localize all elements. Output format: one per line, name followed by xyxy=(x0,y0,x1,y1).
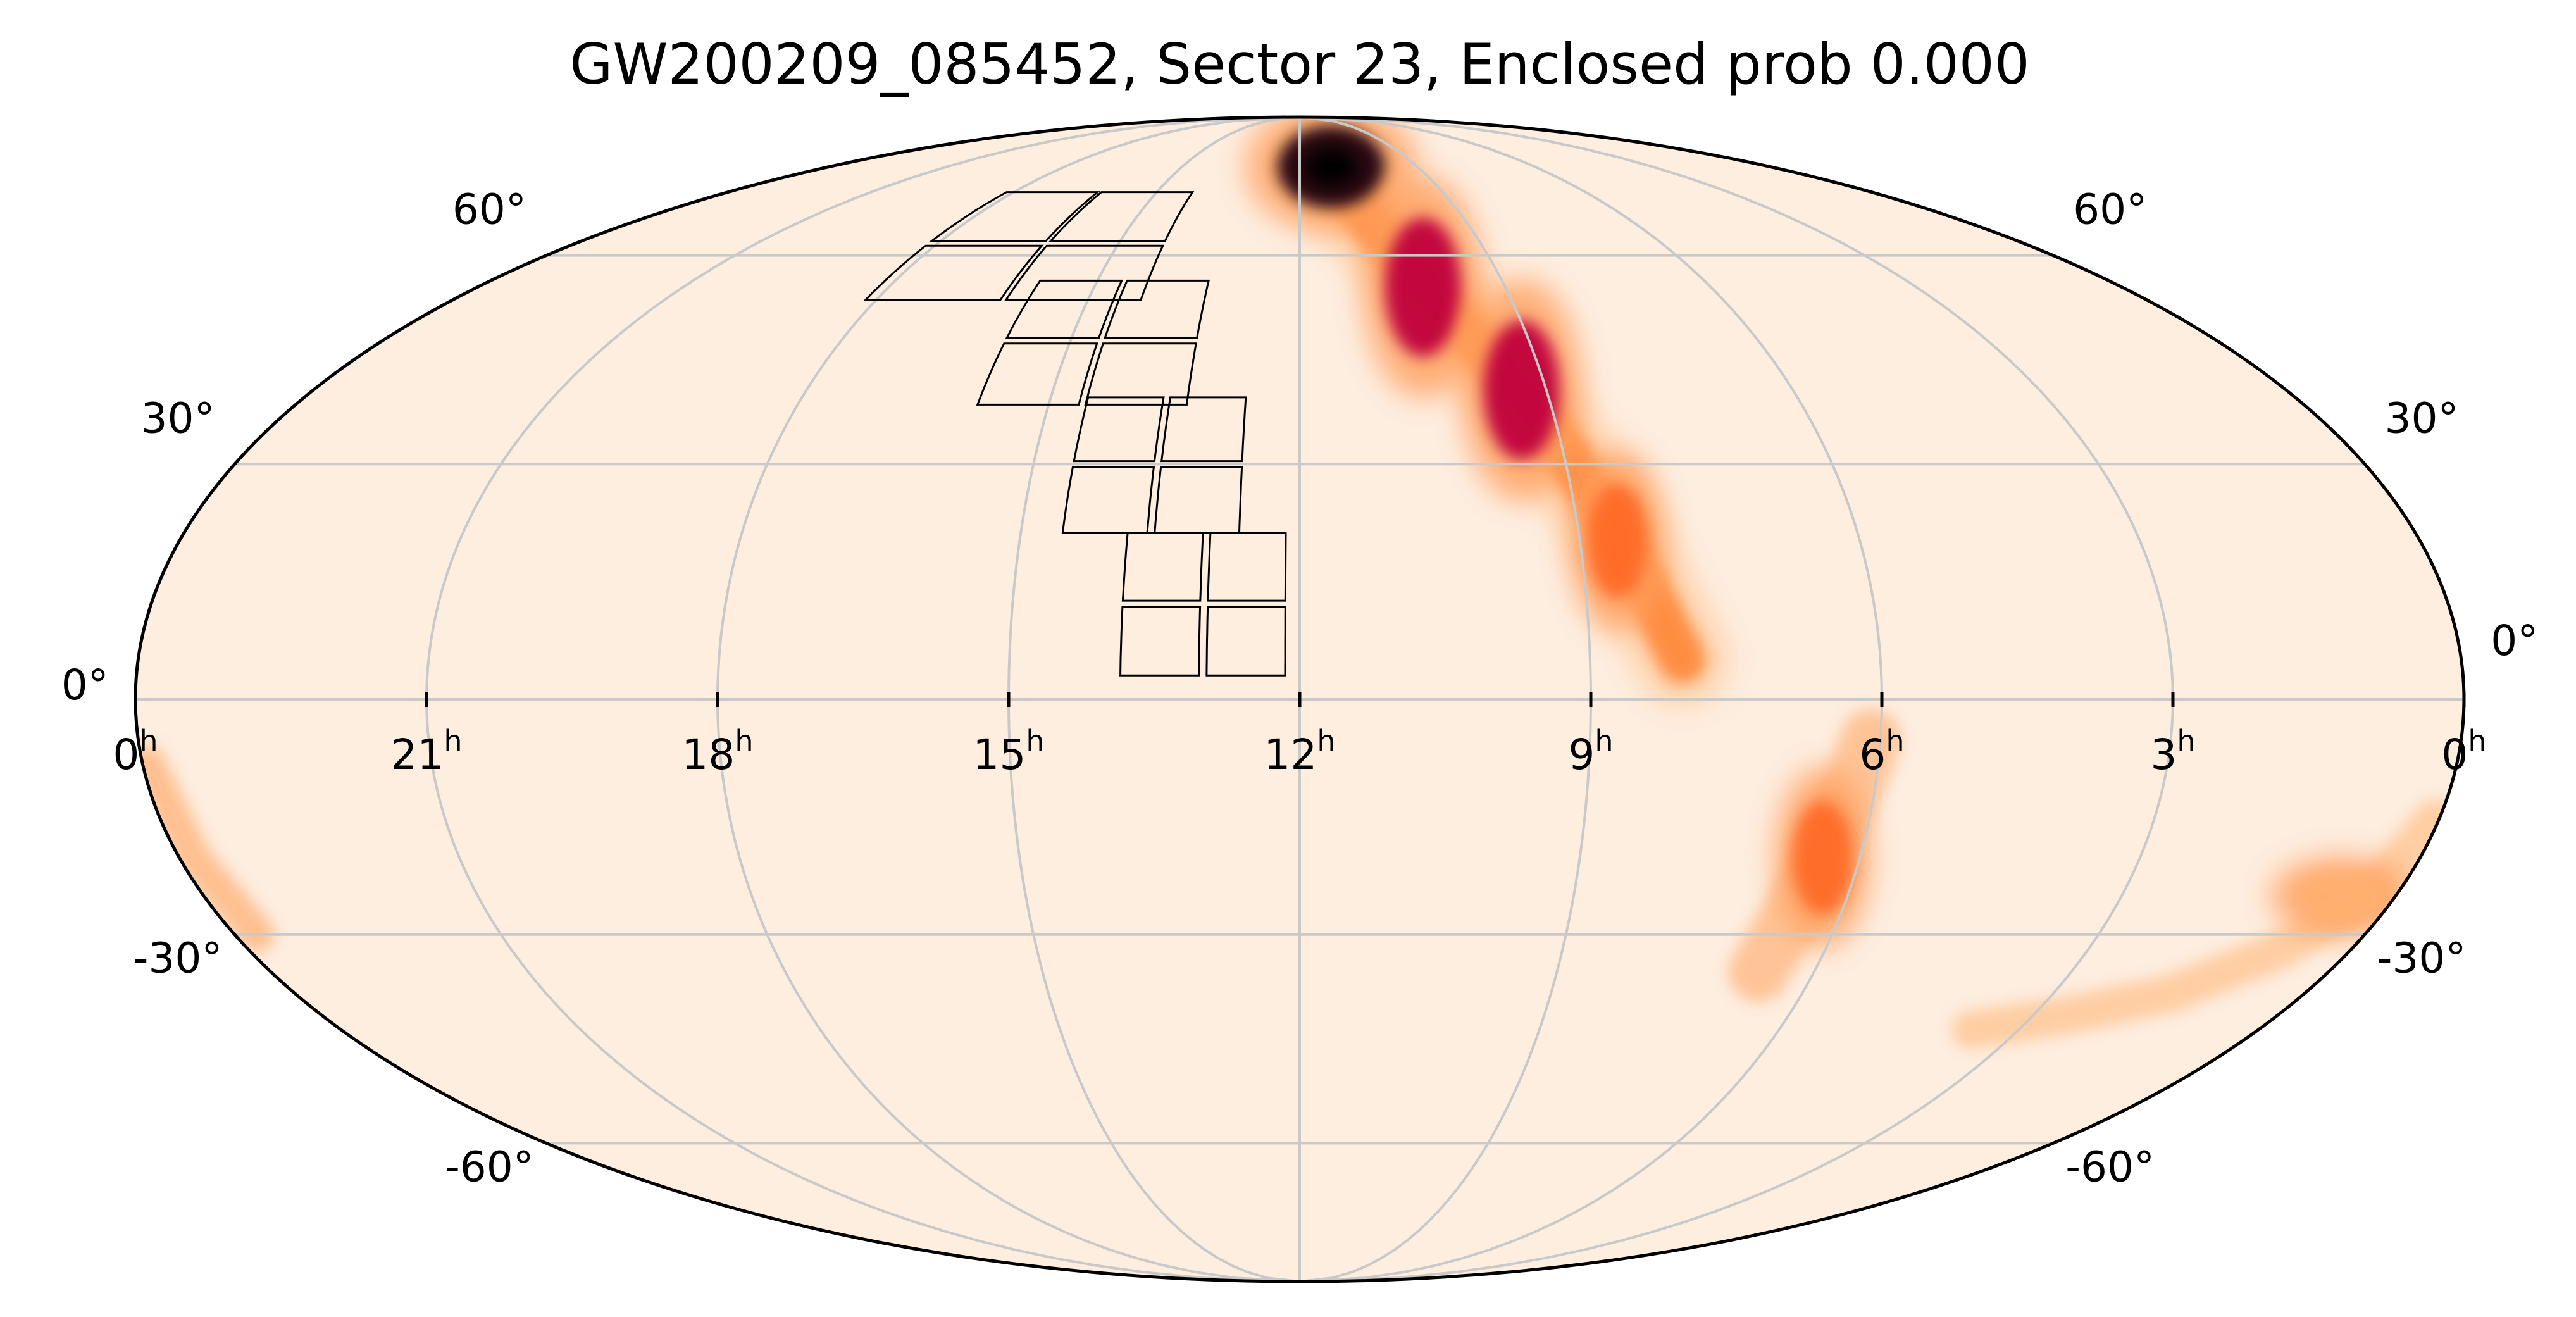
ccd-cam4-1 xyxy=(1004,244,1165,301)
dec-tick-right-1: 30° xyxy=(2385,394,2459,442)
ccd-cam2-3 xyxy=(1061,466,1155,534)
ccd-cam4-2 xyxy=(1048,191,1195,242)
ra-tick-label-8: 0h xyxy=(2441,724,2486,779)
prob-spot-high-1 xyxy=(1384,217,1461,357)
dec-tick-right-3: -30° xyxy=(2377,934,2467,983)
ra-tick-label-2: 18h xyxy=(681,724,753,779)
ra-tick-label-0: 0h xyxy=(113,724,158,779)
prob-spot-medium-4 xyxy=(1792,801,1853,915)
dec-tick-right-2: 0° xyxy=(2491,616,2538,665)
dec-tick-left-3: -30° xyxy=(134,934,223,983)
ccd-cam4-4 xyxy=(929,191,1100,242)
prob-spot-medium-3 xyxy=(1586,484,1648,598)
ra-tick-label-7: 3h xyxy=(2150,724,2195,779)
dec-tick-left-1: 30° xyxy=(141,394,215,442)
dec-tick-left-4: -60° xyxy=(445,1142,534,1191)
ra-tick-label-1: 21h xyxy=(390,724,462,779)
ccd-cam3-1 xyxy=(1084,342,1197,406)
axis-ticks: 0h 21h 18h 15h 12h 9h 6h 3h 0h 60° 60° 30° 30° 0° 0° -3… xyxy=(61,185,2539,1192)
ccd-cam4-3 xyxy=(862,244,1044,301)
ra-tick-label-3: 15h xyxy=(973,724,1044,779)
prob-peak-core xyxy=(1305,149,1357,185)
dec-tick-left-2: 0° xyxy=(61,661,109,709)
prob-left-edge xyxy=(135,746,275,952)
ccd-cam3-2 xyxy=(1104,279,1210,339)
ccd-cam2-2 xyxy=(1160,396,1247,463)
prob-spot-high-2 xyxy=(1483,320,1560,460)
ra-tick-label-6: 6h xyxy=(1859,724,1904,779)
ccd-cam1-3 xyxy=(1119,606,1202,677)
prob-spot-low-5 xyxy=(2296,871,2385,922)
dec-tick-left-0: 60° xyxy=(452,185,526,234)
dec-tick-right-4: -60° xyxy=(2065,1142,2155,1191)
dec-tick-right-0: 60° xyxy=(2073,185,2147,234)
probability-heatmap xyxy=(135,117,2454,1049)
ccd-cam1-1 xyxy=(1205,606,1286,677)
ccd-cam3-3 xyxy=(976,342,1098,406)
chart-title: GW200209_085452, Sector 23, Enclosed pro… xyxy=(569,32,2029,97)
ra-tick-label-4: 12h xyxy=(1264,724,1335,779)
ccd-cam2-1 xyxy=(1154,466,1243,534)
tess-footprint xyxy=(862,191,1287,677)
ra-tick-label-5: 9h xyxy=(1568,724,1613,779)
